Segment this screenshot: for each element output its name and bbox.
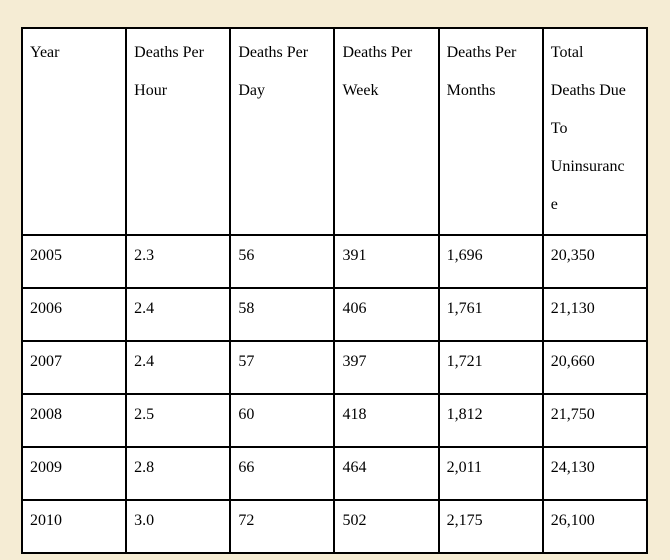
cell-total-deaths: 21,130 (541, 287, 649, 342)
table-row-2009: 2009 2.8 66 464 2,011 24,130 (20, 446, 649, 501)
cell-deaths-per-hour: 2.4 (125, 287, 232, 342)
cell-year: 2008 (20, 393, 128, 448)
cell-deaths-per-hour: 2.5 (125, 393, 232, 448)
column-header-deaths-per-months: Deaths Per Months (437, 27, 544, 236)
cell-deaths-per-hour: 3.0 (125, 499, 232, 554)
cell-deaths-per-hour: 2.3 (125, 234, 232, 289)
cell-deaths-per-week: 418 (333, 393, 440, 448)
cell-deaths-per-week: 406 (333, 287, 440, 342)
cell-deaths-per-day: 58 (229, 287, 336, 342)
header-row: Year Deaths Per Hour Deaths Per Day Deat… (20, 27, 649, 236)
column-header-total-deaths: Total Deaths Due To Uninsuranc e (541, 27, 649, 236)
cell-deaths-per-months: 2,011 (437, 446, 544, 501)
cell-deaths-per-hour: 2.4 (125, 340, 232, 395)
cell-deaths-per-day: 72 (229, 499, 336, 554)
cell-total-deaths: 20,350 (541, 234, 649, 289)
cell-year: 2007 (20, 340, 128, 395)
cell-deaths-per-day: 66 (229, 446, 336, 501)
cell-total-deaths: 20,660 (541, 340, 649, 395)
cell-deaths-per-day: 57 (229, 340, 336, 395)
table-row-2010: 2010 3.0 72 502 2,175 26,100 (20, 499, 649, 554)
cell-deaths-per-months: 1,812 (437, 393, 544, 448)
cell-deaths-per-months: 1,761 (437, 287, 544, 342)
cell-deaths-per-week: 397 (333, 340, 440, 395)
column-header-year: Year (20, 27, 128, 236)
table-row-2005: 2005 2.3 56 391 1,696 20,350 (20, 234, 649, 289)
cell-deaths-per-week: 391 (333, 234, 440, 289)
column-header-deaths-per-hour: Deaths Per Hour (125, 27, 232, 236)
cell-deaths-per-months: 1,721 (437, 340, 544, 395)
cell-deaths-per-months: 2,175 (437, 499, 544, 554)
cell-deaths-per-months: 1,696 (437, 234, 544, 289)
column-header-deaths-per-day: Deaths Per Day (229, 27, 336, 236)
cell-deaths-per-day: 56 (229, 234, 336, 289)
table-row-2007: 2007 2.4 57 397 1,721 20,660 (20, 340, 649, 395)
cell-deaths-per-week: 464 (333, 446, 440, 501)
cell-year: 2009 (20, 446, 128, 501)
cell-deaths-per-day: 60 (229, 393, 336, 448)
cell-deaths-per-hour: 2.8 (125, 446, 232, 501)
cell-year: 2006 (20, 287, 128, 342)
column-header-deaths-per-week: Deaths Per Week (333, 27, 440, 236)
table-row-2006: 2006 2.4 58 406 1,761 21,130 (20, 287, 649, 342)
table-row-2008: 2008 2.5 60 418 1,812 21,750 (20, 393, 649, 448)
cell-total-deaths: 26,100 (541, 499, 649, 554)
cell-total-deaths: 24,130 (541, 446, 649, 501)
cell-year: 2010 (20, 499, 128, 554)
uninsurance-deaths-table: Year Deaths Per Hour Deaths Per Day Deat… (20, 27, 649, 554)
cell-year: 2005 (20, 234, 128, 289)
cell-total-deaths: 21,750 (541, 393, 649, 448)
cell-deaths-per-week: 502 (333, 499, 440, 554)
